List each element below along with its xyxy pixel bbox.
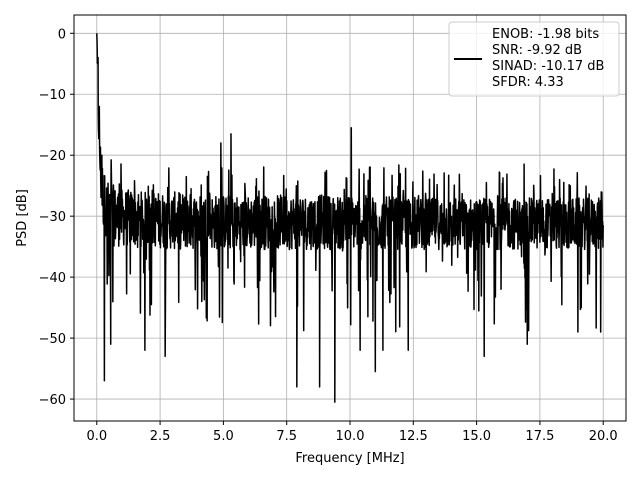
y-tick-label: −50 <box>39 332 66 347</box>
x-tick-label: 0.0 <box>86 429 107 444</box>
x-tick-label: 7.5 <box>276 429 297 444</box>
x-tick-label: 17.5 <box>525 429 554 444</box>
legend-entry-snr: SNR: -9.92 dB <box>492 43 582 58</box>
y-tick-label: −30 <box>39 210 66 225</box>
x-tick-label: 12.5 <box>399 429 428 444</box>
legend-entry-sinad: SINAD: -10.17 dB <box>492 59 604 74</box>
legend: ENOB: -1.98 bits SNR: -9.92 dB SINAD: -1… <box>448 21 620 97</box>
psd-series-line <box>96 33 604 403</box>
legend-entry-sfdr: SFDR: 4.33 <box>492 75 564 90</box>
x-axis-label: Frequency [MHz] <box>295 451 404 466</box>
x-tick-label: 15.0 <box>462 429 491 444</box>
x-tick-label: 2.5 <box>150 429 171 444</box>
y-tick-label: −40 <box>39 271 66 286</box>
x-tick-label: 5.0 <box>213 429 234 444</box>
x-tick-label: 10.0 <box>336 429 365 444</box>
x-axis: 0.0 2.5 5.0 7.5 10.0 12.5 15.0 17.5 20.0 <box>86 421 618 444</box>
y-tick-label: −10 <box>39 88 66 103</box>
y-tick-label: 0 <box>58 27 66 42</box>
series-layer <box>96 33 604 403</box>
y-tick-label: −60 <box>39 393 66 408</box>
y-tick-label: −20 <box>39 149 66 164</box>
y-axis-label: PSD [dB] <box>15 189 30 247</box>
legend-entry-enob: ENOB: -1.98 bits <box>492 27 599 42</box>
legend-box <box>448 21 620 97</box>
y-axis: 0 −10 −20 −30 −40 −50 −60 <box>39 27 74 408</box>
x-tick-label: 20.0 <box>589 429 618 444</box>
